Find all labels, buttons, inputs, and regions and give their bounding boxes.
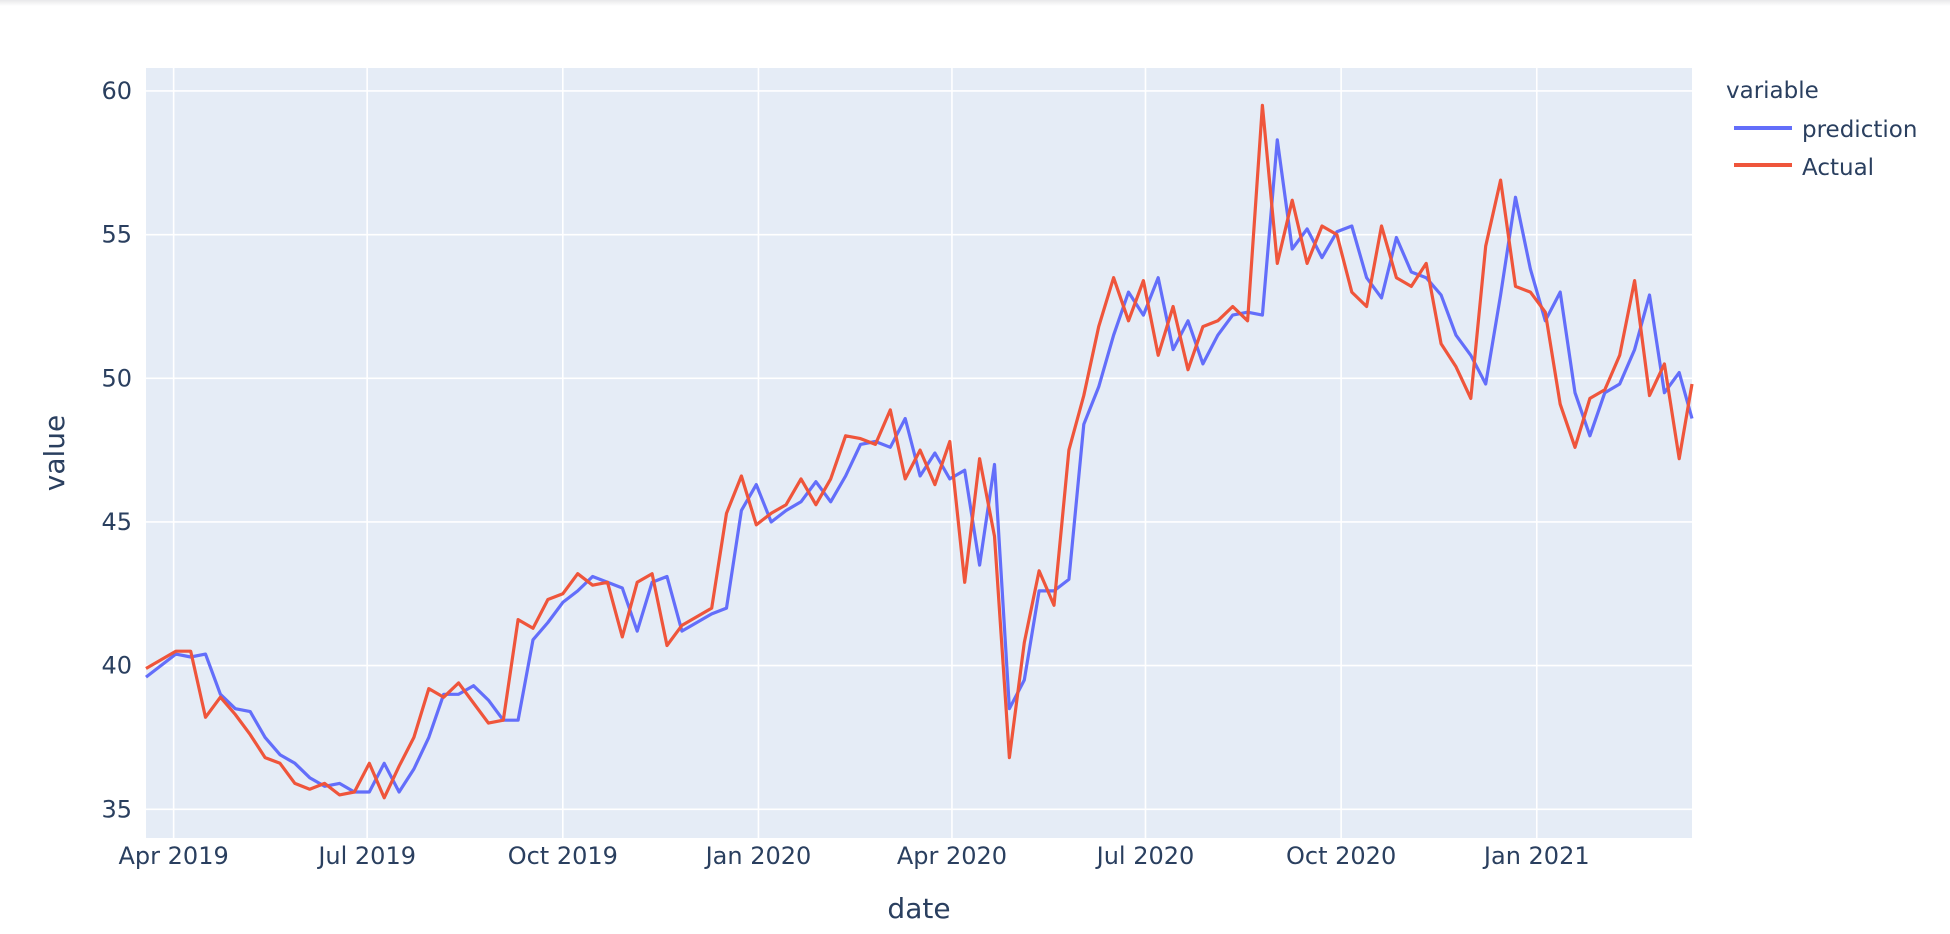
x-axis-title: date (887, 892, 950, 925)
x-tick-label: Jul 2020 (1095, 842, 1195, 870)
x-tick-label: Oct 2020 (1286, 842, 1396, 870)
x-tick-label: Jan 2021 (1482, 842, 1590, 870)
y-tick-label: 50 (101, 364, 132, 392)
series-lines (145, 103, 1694, 800)
legend: variable prediction Actual (1726, 78, 1917, 181)
legend-item-prediction[interactable]: prediction (1734, 117, 1917, 143)
x-tick-label: Apr 2020 (897, 842, 1007, 870)
y-tick-labels: 35 40 45 50 55 60 (101, 77, 132, 823)
series-line-actual (145, 103, 1694, 800)
y-tick-label: 35 (101, 795, 132, 823)
x-tick-label: Jan 2020 (704, 842, 812, 870)
y-tick-label: 60 (101, 77, 132, 105)
x-tick-label: Apr 2019 (119, 842, 229, 870)
legend-title: variable (1726, 78, 1819, 104)
x-tick-label: Jul 2019 (316, 842, 416, 870)
y-axis-title: value (38, 415, 71, 491)
x-tick-label: Oct 2019 (508, 842, 618, 870)
y-tick-label: 40 (101, 652, 132, 680)
legend-label-actual: Actual (1802, 155, 1874, 181)
y-tick-label: 45 (101, 508, 132, 536)
legend-label-prediction: prediction (1802, 117, 1917, 143)
y-tick-label: 55 (101, 221, 132, 249)
series-line-prediction (145, 138, 1694, 794)
x-tick-labels: Apr 2019 Jul 2019 Oct 2019 Jan 2020 Apr 2020… (119, 842, 1590, 870)
legend-item-actual[interactable]: Actual (1734, 155, 1874, 181)
top-shadow (0, 0, 1950, 6)
